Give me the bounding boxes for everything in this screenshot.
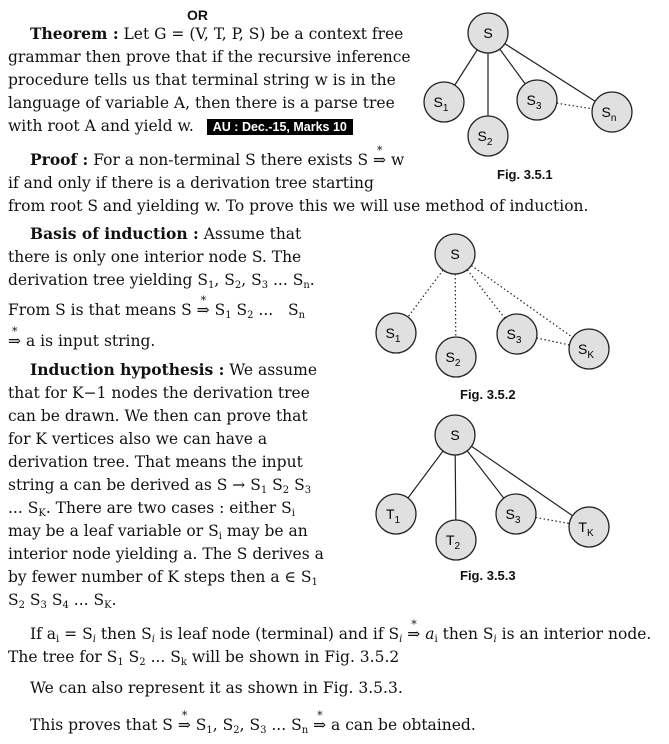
basis-line-5: ⇒ * a is input string. (8, 325, 156, 350)
theorem-line-2: grammar then prove that if the recursive… (8, 48, 411, 66)
node-s: S (434, 233, 476, 275)
figure-3-5-3: S T1 T2 S3 TK (375, 414, 610, 561)
node-s3: S3 (495, 493, 537, 535)
hypothesis-line-2: that for K−1 nodes the derivation tree (8, 384, 310, 402)
hypothesis-line-4: for K vertices also we can have a (8, 430, 268, 448)
theorem-line-1: Theorem : Let G = (V, T, P, S) be a cont… (30, 24, 404, 43)
hypothesis-line-8: may be a leaf variable or Si may be an (8, 522, 308, 542)
basis-line-2: there is only one interior node S. The (8, 248, 302, 266)
exam-badge: AU : Dec.-15, Marks 10 (206, 119, 353, 135)
proof-line-2: if and only if there is a derivation tre… (8, 174, 374, 192)
node-sk: SK (568, 328, 610, 370)
proof-label: Proof : (30, 150, 89, 169)
para1-line-2: The tree for S1 S2 ... Sk will be shown … (8, 648, 400, 668)
node-s1: S1 (423, 81, 465, 123)
hypothesis-line-5: derivation tree. That means the input (8, 453, 303, 471)
node-s2: S2 (435, 336, 477, 378)
figure-3-5-1: S S1 S2 S3 Sn (423, 12, 633, 157)
hypothesis-line-1: Induction hypothesis : We assume (30, 360, 318, 379)
hypothesis-line-10: by fewer number of K steps then a ∈ S1 (8, 568, 318, 588)
figure-caption-2: Fig. 3.5.2 (460, 387, 516, 402)
proof-line-3: from root S and yielding w. To prove thi… (8, 197, 589, 215)
hypothesis-line-3: can be drawn. We then can prove that (8, 407, 308, 425)
theorem-line-5: with root A and yield w. AU : Dec.-15, M… (8, 115, 353, 138)
figure-caption-3: Fig. 3.5.3 (460, 568, 516, 583)
header-or: OR (187, 7, 208, 23)
para2-line: We can also represent it as shown in Fig… (30, 679, 403, 697)
node-s2: S2 (467, 115, 509, 157)
basis-label: Basis of induction : (30, 224, 199, 243)
node-t2: T2 (435, 519, 477, 561)
derives-star-symbol: ⇒ * (373, 144, 387, 169)
para3-line: This proves that S ⇒ * S1, S2, S3 ... Sn … (30, 709, 476, 736)
svg-text:S: S (450, 246, 459, 262)
basis-line-1: Basis of induction : Assume that (30, 224, 302, 243)
figure-3-5-2: S S1 S2 S3 SK (375, 233, 610, 378)
svg-text:S: S (450, 427, 459, 443)
theorem-line-3: procedure tells us that terminal string … (8, 71, 396, 89)
figure-caption-1: Fig. 3.5.1 (497, 167, 553, 182)
node-s3: S3 (496, 313, 538, 355)
basis-line-4: From S is that means S ⇒ * S1 S2 ... Sn (8, 294, 306, 321)
basis-line-3: derivation tree yielding S1, S2, S3 ... … (8, 271, 315, 291)
hypothesis-line-9: interior node yielding a. The S derives … (8, 545, 324, 563)
node-s3: S3 (516, 79, 558, 121)
hypothesis-line-7: ... SK. There are two cases : either Si (8, 499, 295, 519)
node-sn: Sn (591, 91, 633, 133)
theorem-label: Theorem : (30, 24, 119, 43)
node-t1: T1 (375, 493, 417, 535)
hypothesis-line-11: S2 S3 S4 ... SK. (8, 591, 117, 611)
svg-text:S: S (483, 25, 492, 41)
hypothesis-label: Induction hypothesis : (30, 360, 225, 379)
node-tk: TK (568, 506, 610, 548)
node-s: S (467, 12, 509, 54)
para1-line-1: If ai = Si then Si is leaf node (termina… (30, 618, 652, 645)
node-s: S (434, 414, 476, 456)
proof-line-1: Proof : For a non-terminal S there exist… (30, 144, 405, 169)
theorem-line-4: language of variable A, then there is a … (8, 94, 395, 112)
node-s1: S1 (375, 312, 417, 354)
hypothesis-line-6: string a can be derived as S → S1 S2 S3 (8, 476, 312, 496)
